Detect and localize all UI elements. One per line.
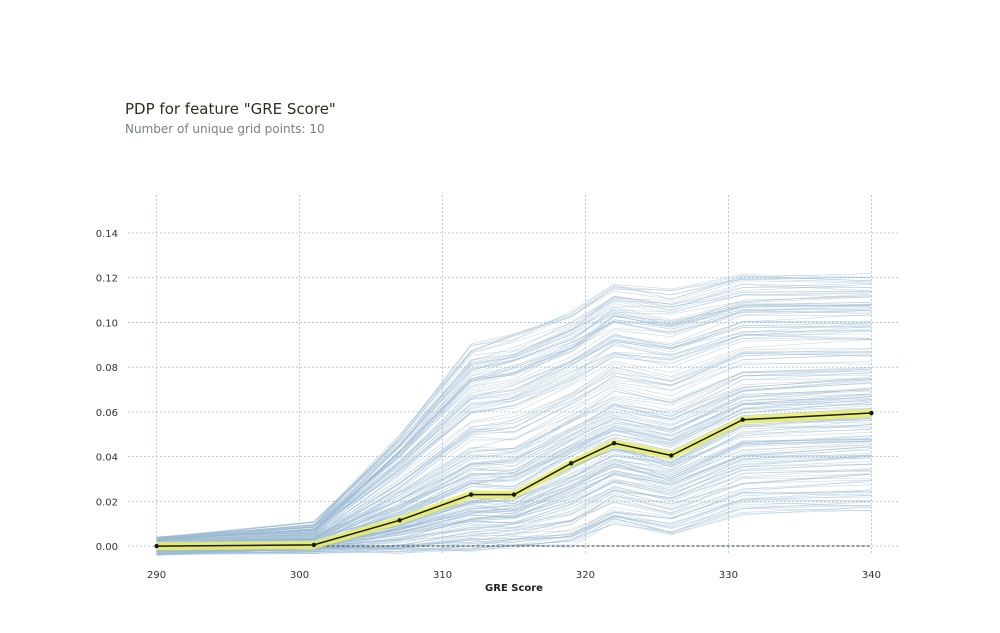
ice-line bbox=[156, 457, 872, 552]
ice-line bbox=[156, 375, 872, 545]
ice-line bbox=[156, 303, 872, 540]
ice-line bbox=[156, 284, 872, 539]
pdp-point bbox=[611, 440, 617, 446]
x-tick-label: 330 bbox=[719, 570, 738, 581]
x-axis-label: GRE Score bbox=[485, 583, 543, 594]
ice-line bbox=[156, 351, 872, 543]
ice-line bbox=[156, 305, 872, 540]
ice-line bbox=[156, 277, 872, 538]
ice-line bbox=[156, 308, 872, 541]
ice-line bbox=[156, 499, 872, 555]
pdp-point bbox=[669, 453, 674, 458]
pdp-point bbox=[869, 410, 874, 416]
ice-line bbox=[156, 278, 872, 539]
ice-line bbox=[156, 311, 872, 540]
ice-line bbox=[156, 304, 872, 540]
ice-line bbox=[156, 383, 872, 545]
ice-line bbox=[156, 330, 872, 541]
pdp-line bbox=[156, 412, 872, 547]
ice-line bbox=[156, 352, 872, 544]
x-tick-label: 290 bbox=[147, 570, 166, 581]
ice-line bbox=[156, 354, 872, 544]
pdp-point bbox=[740, 417, 745, 422]
ice-line bbox=[156, 339, 872, 542]
y-tick-label: 0.10 bbox=[96, 318, 118, 329]
ice-line bbox=[156, 334, 872, 542]
ice-line bbox=[156, 463, 872, 552]
ice-line bbox=[156, 294, 872, 539]
y-tick-label: 0.12 bbox=[96, 274, 118, 285]
ice-line bbox=[156, 362, 872, 544]
ice-line bbox=[156, 280, 872, 539]
ice-line bbox=[156, 479, 872, 553]
ice-line bbox=[156, 496, 872, 555]
ice-line bbox=[156, 382, 872, 544]
chart-subtitle: Number of unique grid points: 10 bbox=[125, 122, 325, 136]
ice-line bbox=[156, 490, 872, 555]
ice-line bbox=[156, 394, 872, 546]
ice-line bbox=[156, 373, 872, 544]
ice-line bbox=[156, 454, 872, 551]
ice-line bbox=[156, 479, 872, 554]
ice-line bbox=[156, 500, 872, 556]
ice-line bbox=[156, 290, 872, 540]
y-tick-label: 0.02 bbox=[96, 497, 118, 508]
ice-line bbox=[156, 296, 872, 540]
y-tick-label: 0.04 bbox=[96, 453, 118, 464]
ice-line bbox=[156, 419, 872, 548]
pdp-point bbox=[397, 518, 402, 523]
ice-line bbox=[156, 378, 872, 545]
pdp-point bbox=[468, 492, 474, 497]
pdp-layer bbox=[154, 409, 874, 551]
ice-line bbox=[156, 393, 872, 546]
ice-line bbox=[156, 321, 872, 541]
ice-line bbox=[156, 491, 872, 555]
ice-line bbox=[156, 461, 872, 552]
ice-line bbox=[156, 273, 872, 539]
ice-line bbox=[156, 380, 872, 545]
ice-line bbox=[156, 396, 872, 545]
ice-line bbox=[156, 506, 872, 555]
ice-line bbox=[156, 389, 872, 546]
pdp-point bbox=[568, 461, 574, 466]
x-tick-label: 300 bbox=[290, 570, 309, 581]
x-tick-label: 320 bbox=[576, 570, 595, 581]
ice-line bbox=[156, 282, 872, 538]
ice-line bbox=[156, 419, 872, 548]
ice-line bbox=[156, 474, 872, 554]
y-tick-label: 0.00 bbox=[96, 542, 118, 553]
pdp-point bbox=[154, 543, 159, 549]
ice-line bbox=[156, 368, 872, 544]
ice-line bbox=[156, 338, 872, 541]
tick-labels-layer: 290 300 310 320 330 340 0.00 0.02 0.04 0.06 0.08 0.… bbox=[96, 229, 881, 581]
y-tick-label: 0.06 bbox=[96, 408, 118, 419]
ice-line bbox=[156, 354, 872, 543]
ice-line bbox=[156, 291, 872, 539]
ice-line bbox=[156, 370, 872, 544]
ice-line bbox=[156, 348, 872, 542]
pdp-point bbox=[311, 542, 317, 548]
ice-line bbox=[156, 454, 872, 550]
ice-line bbox=[156, 322, 872, 541]
ice-line bbox=[156, 418, 872, 548]
x-tick-label: 310 bbox=[433, 570, 452, 581]
x-tick-label: 340 bbox=[862, 570, 881, 581]
pdp-point bbox=[511, 492, 517, 497]
ice-line bbox=[156, 320, 872, 542]
ice-line bbox=[156, 326, 872, 541]
ice-line bbox=[156, 347, 872, 543]
y-tick-label: 0.08 bbox=[96, 363, 118, 374]
ice-lines-layer bbox=[156, 273, 872, 556]
chart-title: PDP for feature "GRE Score" bbox=[125, 100, 336, 118]
y-tick-label: 0.14 bbox=[96, 229, 118, 240]
ice-line bbox=[156, 446, 872, 551]
ice-line bbox=[156, 455, 872, 551]
